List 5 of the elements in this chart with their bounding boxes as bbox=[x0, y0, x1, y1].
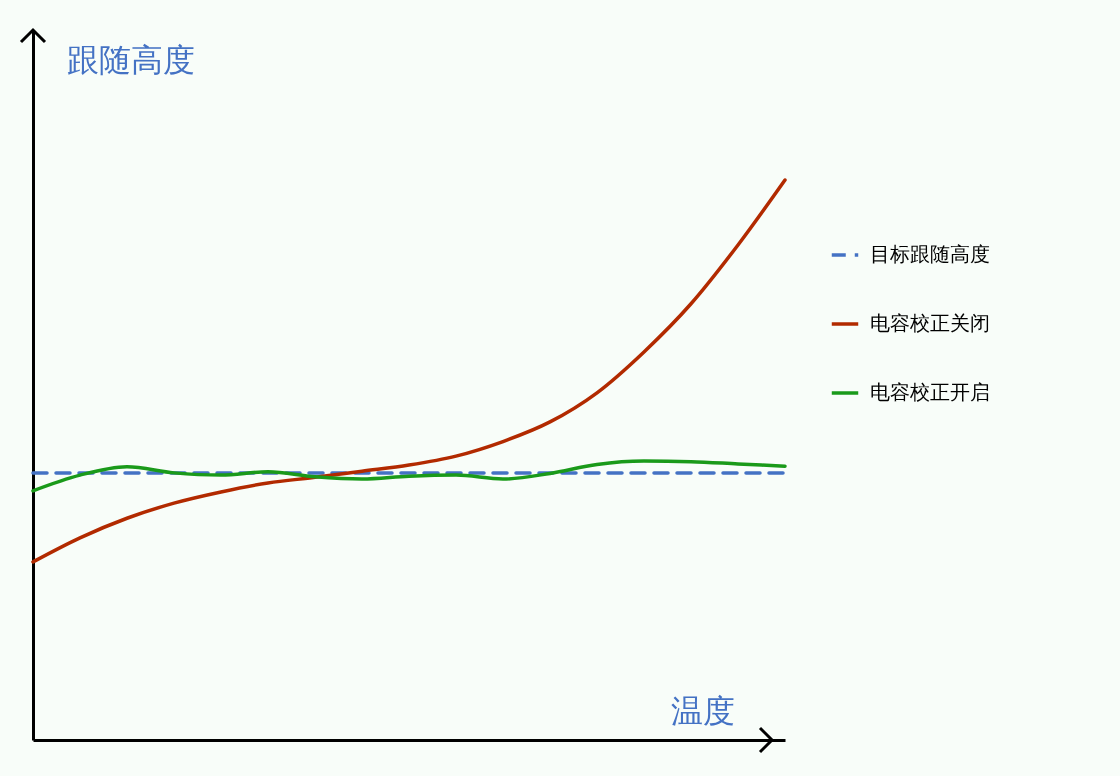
legend-label: 目标跟随高度 bbox=[870, 242, 990, 266]
legend-label: 电容校正开启 bbox=[870, 380, 990, 404]
legend-label: 电容校正关闭 bbox=[870, 311, 990, 335]
y-axis-title: 跟随高度 bbox=[66, 40, 195, 79]
x-axis-title: 温度 bbox=[670, 691, 735, 730]
